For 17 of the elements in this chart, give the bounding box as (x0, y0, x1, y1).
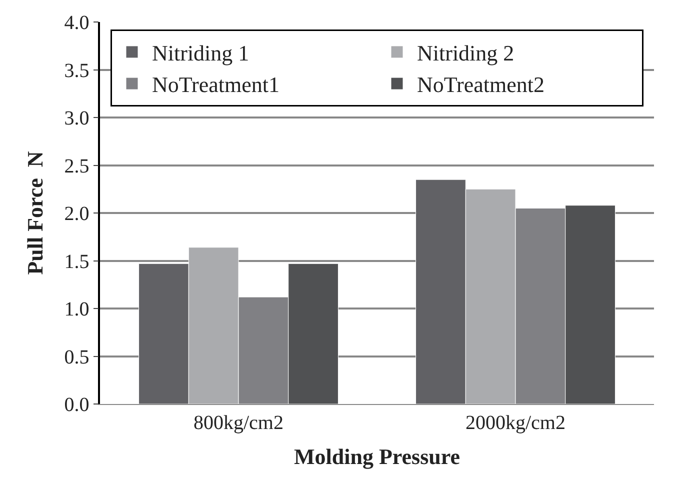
y-axis-title: Pull Force N (22, 151, 48, 275)
legend-label: Nitriding 1 (152, 40, 250, 66)
y-tick-label: 1.0 (64, 298, 90, 320)
y-tick-label: 0.5 (64, 346, 90, 368)
y-tick-label: 0.0 (64, 394, 90, 416)
y-tick-label: 3.0 (64, 108, 90, 130)
x-axis-title: Molding Pressure (294, 444, 460, 469)
y-tick-label: 2.0 (64, 203, 90, 225)
x-tick-label: 2000kg/cm2 (466, 412, 566, 434)
y-tick-label: 4.0 (64, 12, 90, 34)
y-tick-label: 1.5 (64, 250, 90, 273)
legend-label: NoTreatment2 (417, 72, 545, 98)
legend-label: Nitriding 2 (417, 40, 514, 66)
y-tick-label: 2.5 (64, 155, 90, 178)
y-tick-label: 3.5 (64, 60, 90, 82)
legend-label: NoTreatment1 (152, 72, 280, 98)
x-tick-label: 800kg/cm2 (194, 412, 284, 434)
